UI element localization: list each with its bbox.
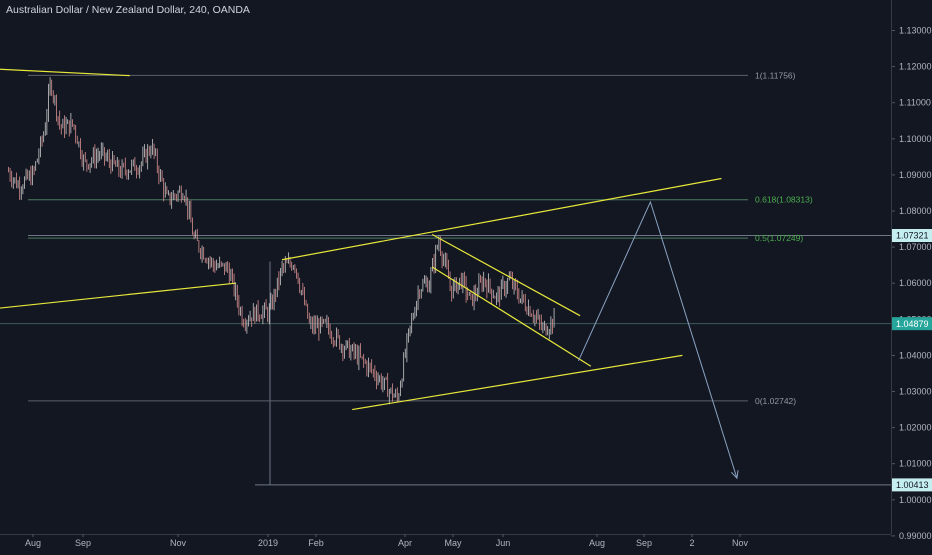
fib-level-label: 1(1.11756) [755,70,796,80]
trendline[interactable] [431,266,592,367]
time-tick-label: May [444,538,462,548]
time-tick-label: Sep [75,538,91,548]
price-tag [892,317,932,331]
chart-title: Australian Dollar / New Zealand Dollar, … [6,4,250,16]
price-tick-label: 1.06000 [899,278,932,288]
candles [8,77,555,405]
horizontal-lines [0,235,891,486]
price-tick-label: 1.13000 [899,26,932,36]
price-tick-label: 1.07000 [899,242,932,252]
price-tags: 1.07321 1.04879 1.00413 [892,229,932,492]
trendline[interactable] [0,282,236,314]
price-tick-label: 1.04000 [899,350,932,360]
price-tick-label: 1.00000 [899,495,932,505]
price-tick-label: 1.03000 [899,387,932,397]
time-tick-label: Feb [308,538,324,548]
price-tag [892,478,932,492]
fib-level-label: 0.618(1.08313) [755,195,813,205]
trendlines [0,67,722,411]
price-tick-label: 1.08000 [899,206,932,216]
price-tick-label: 1.10000 [899,134,932,144]
projection-path-line[interactable] [578,200,738,479]
time-tick-label: Aug [25,538,41,548]
time-tick-label: 2019 [258,538,278,548]
price-tag-label: 1.00413 [896,480,929,490]
time-tick-label: Jun [496,538,511,548]
time-tick-label: Nov [170,538,187,548]
price-tag-label: 1.07321 [896,231,929,241]
projection-path [578,200,739,480]
price-tag-label: 1.04879 [896,319,929,329]
time-tick-label: Apr [398,538,412,548]
trendline[interactable] [352,354,683,411]
trendline[interactable] [431,233,581,317]
trendline[interactable] [281,177,722,261]
time-tick-label: 2 [689,538,694,548]
fib-level-label: 0.5(1.07249) [755,233,803,243]
fib-level-label: 0(1.02742) [755,396,796,406]
time-tick-label: Nov [732,538,749,548]
time-tick-label: Sep [636,538,652,548]
price-tick-label: 1.02000 [899,423,932,433]
arrowhead-icon [731,470,739,480]
price-tick-label: 1.12000 [899,62,932,72]
price-tick-label: 0.99000 [899,531,932,541]
price-tick-label: 1.11000 [899,98,931,108]
fib-retracement: 1(1.11756) 0.618(1.08313) 0.5(1.07249) 0(1.… [28,70,813,406]
price-tick-label: 1.09000 [899,170,932,180]
price-tick-label: 1.01000 [899,459,932,469]
time-tick-label: Aug [589,538,605,548]
trendline[interactable] [0,67,130,77]
price-tag [892,229,932,243]
